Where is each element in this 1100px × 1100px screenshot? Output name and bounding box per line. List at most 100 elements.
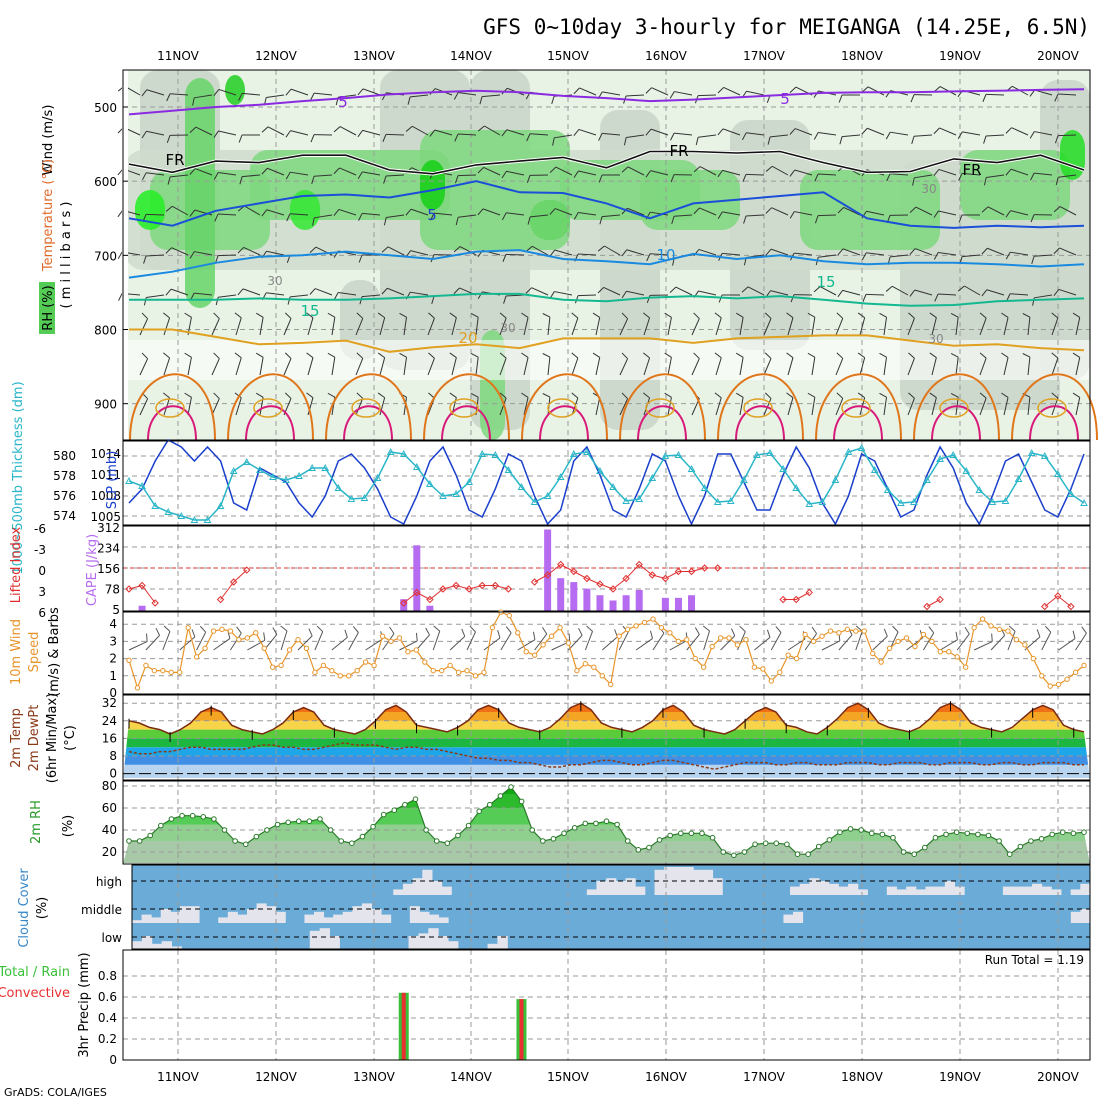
wind-barb xyxy=(595,357,601,376)
wind-barb xyxy=(434,212,453,216)
wind-barb xyxy=(979,392,987,399)
wind-barb xyxy=(283,318,292,336)
wind-speed-marker xyxy=(447,662,453,669)
thickness-marker xyxy=(962,466,971,474)
wind-barb xyxy=(699,207,717,216)
isotherm-30 xyxy=(735,405,785,441)
wind-barb xyxy=(787,357,794,376)
wind-barb xyxy=(551,96,555,105)
wind-barb xyxy=(449,392,457,398)
isotherm-30 xyxy=(147,405,197,441)
contour-label: 15 xyxy=(300,302,319,320)
wind10-barb xyxy=(811,626,817,634)
wind-barb xyxy=(307,317,314,336)
wind-barb xyxy=(722,211,741,216)
thickness-marker xyxy=(949,450,958,458)
wind-barb xyxy=(890,254,909,258)
isotherm-30 xyxy=(539,405,589,441)
wind-barb xyxy=(477,208,484,216)
lifted-line xyxy=(534,563,718,590)
wind-speed-marker xyxy=(151,667,158,674)
wind-barb xyxy=(141,89,148,97)
cloud-cell xyxy=(857,889,868,895)
rh-band xyxy=(123,841,1090,863)
panel-frame xyxy=(122,694,1091,781)
wind-barb xyxy=(356,392,364,399)
temp-line xyxy=(128,702,1085,735)
rh-marker xyxy=(773,840,780,847)
wind-barb xyxy=(554,291,573,296)
wind10m-panel: 0 1 2 3 4 xyxy=(109,609,1091,700)
wind-barb xyxy=(213,172,219,180)
wind-barb xyxy=(645,170,651,178)
contour-label: 5 xyxy=(338,93,348,111)
wind-barb xyxy=(743,215,747,224)
lifted-marker xyxy=(792,595,800,604)
wind-barb xyxy=(866,210,885,216)
precip-tick: 0.4 xyxy=(98,1011,117,1025)
wind-barb xyxy=(885,131,891,140)
wind-speed-marker xyxy=(143,662,149,669)
contour-label: FR xyxy=(165,151,184,169)
thickness-marker xyxy=(1027,448,1036,456)
wind10-barb xyxy=(365,638,383,651)
wind-barb xyxy=(883,317,888,336)
wind-barb xyxy=(331,357,336,376)
wind10-barb xyxy=(694,627,700,635)
wind10-barb xyxy=(382,633,395,651)
wind-barb xyxy=(1051,352,1059,359)
wind-barb xyxy=(650,211,669,216)
wind-speed-marker xyxy=(667,630,673,636)
isotherm-loop xyxy=(841,398,871,418)
thickness-marker xyxy=(766,448,774,456)
slp-tick: 1005 xyxy=(90,510,121,524)
barbs-label: (m/s) & Barbs xyxy=(47,607,62,697)
rh-marker xyxy=(667,832,673,839)
rh-marker xyxy=(327,827,334,833)
wind-barb xyxy=(669,91,675,99)
cape-tick: 312 xyxy=(97,521,120,535)
wind-barb xyxy=(428,312,435,319)
wind-barb xyxy=(211,358,220,376)
lifted-tick: 6 xyxy=(38,606,46,620)
rh-marker xyxy=(741,849,748,855)
wind-barb xyxy=(908,312,915,319)
wind-barb xyxy=(501,212,507,221)
wind10-barb xyxy=(497,630,501,639)
cloud-cell xyxy=(886,886,897,895)
rh-marker xyxy=(232,838,238,844)
date-label-top: 19NOV xyxy=(939,49,981,63)
wind-barb xyxy=(698,134,717,138)
rh-marker xyxy=(731,852,737,859)
isotherm-25 xyxy=(423,373,510,441)
thickness-slp-panel: 574 576 578 580 1005 1008 1011 1014 xyxy=(53,439,1091,526)
wind-speed-marker xyxy=(616,633,622,639)
wind-barb xyxy=(457,133,477,136)
wind10-barb xyxy=(425,627,430,636)
temp2m-label: 2m Temp xyxy=(9,708,24,768)
wind-barb xyxy=(555,208,573,216)
wind-barb xyxy=(955,357,959,376)
wind10-barb xyxy=(280,625,288,632)
wind-barb xyxy=(981,289,988,297)
wind-barb xyxy=(213,312,220,319)
temp-band xyxy=(123,756,1090,765)
wind-barb xyxy=(362,171,381,176)
wind-barb xyxy=(184,312,192,318)
wind-barb xyxy=(234,392,242,399)
wind-barb xyxy=(722,128,741,136)
wind-barb xyxy=(170,174,189,178)
precip-tick: 0.6 xyxy=(98,990,117,1004)
wind-barb xyxy=(836,312,844,319)
pressure-tick: 800 xyxy=(94,324,117,338)
date-label-bottom: 18NOV xyxy=(841,1070,883,1084)
rh-marker xyxy=(868,830,875,837)
rh-marker xyxy=(402,801,408,808)
wind-barb xyxy=(789,128,796,135)
isotherm-line xyxy=(128,249,1085,279)
wind-barb xyxy=(1005,251,1011,260)
thickness-marker xyxy=(334,483,343,491)
wind-barb xyxy=(909,206,917,213)
wind-barb xyxy=(909,289,916,297)
cloud-cell xyxy=(448,941,459,949)
